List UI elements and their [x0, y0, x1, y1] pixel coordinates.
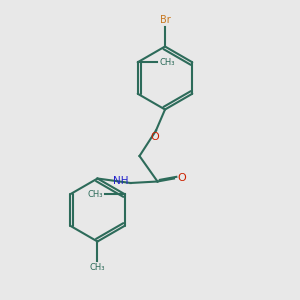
Text: NH: NH	[112, 176, 128, 187]
Text: O: O	[177, 173, 186, 184]
Text: CH₃: CH₃	[90, 263, 105, 272]
Text: CH₃: CH₃	[159, 58, 175, 67]
Text: Br: Br	[160, 15, 170, 25]
Text: CH₃: CH₃	[88, 190, 103, 199]
Text: O: O	[150, 132, 159, 142]
